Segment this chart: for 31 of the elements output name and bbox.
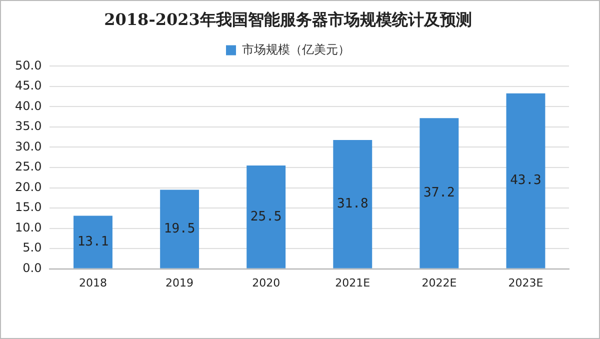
x-tick-label: 2020	[252, 276, 280, 290]
legend-label: 市场规模（亿美元）	[242, 42, 350, 56]
bar	[333, 140, 372, 268]
bar	[160, 190, 200, 268]
bar	[246, 165, 286, 268]
data-label: 25.5	[250, 209, 282, 224]
x-tick-label: 2021E	[335, 276, 370, 290]
y-tick-label: 15.0	[15, 200, 42, 214]
y-tick-label: 25.0	[15, 160, 42, 174]
y-tick-label: 35.0	[15, 119, 42, 134]
x-tick-label: 2022E	[422, 276, 457, 290]
data-label: 43.3	[510, 173, 542, 188]
bar	[420, 118, 459, 268]
y-tick-label: 30.0	[15, 139, 42, 154]
bar	[74, 216, 112, 268]
x-tick-label: 2019	[166, 276, 194, 290]
y-tick-label: 20.0	[15, 180, 42, 194]
x-tick-label: 2018	[78, 276, 107, 290]
y-tick-label: 10.0	[15, 220, 42, 234]
y-tick-label: 45.0	[15, 78, 42, 93]
chart-title: 2018-2023年我国智能服务器市场规模统计及预测	[104, 10, 472, 29]
y-tick-label: 5.0	[22, 240, 42, 255]
data-label: 19.5	[164, 221, 196, 236]
data-label: 13.1	[77, 234, 109, 250]
bar	[506, 93, 546, 268]
data-label: 37.2	[424, 186, 455, 201]
x-tick-label: 2023E	[508, 276, 544, 290]
data-label: 31.8	[336, 196, 368, 212]
y-tick-label: 50.0	[15, 58, 42, 72]
y-tick-label: 0.0	[22, 260, 42, 275]
y-tick-label: 40.0	[15, 98, 42, 113]
